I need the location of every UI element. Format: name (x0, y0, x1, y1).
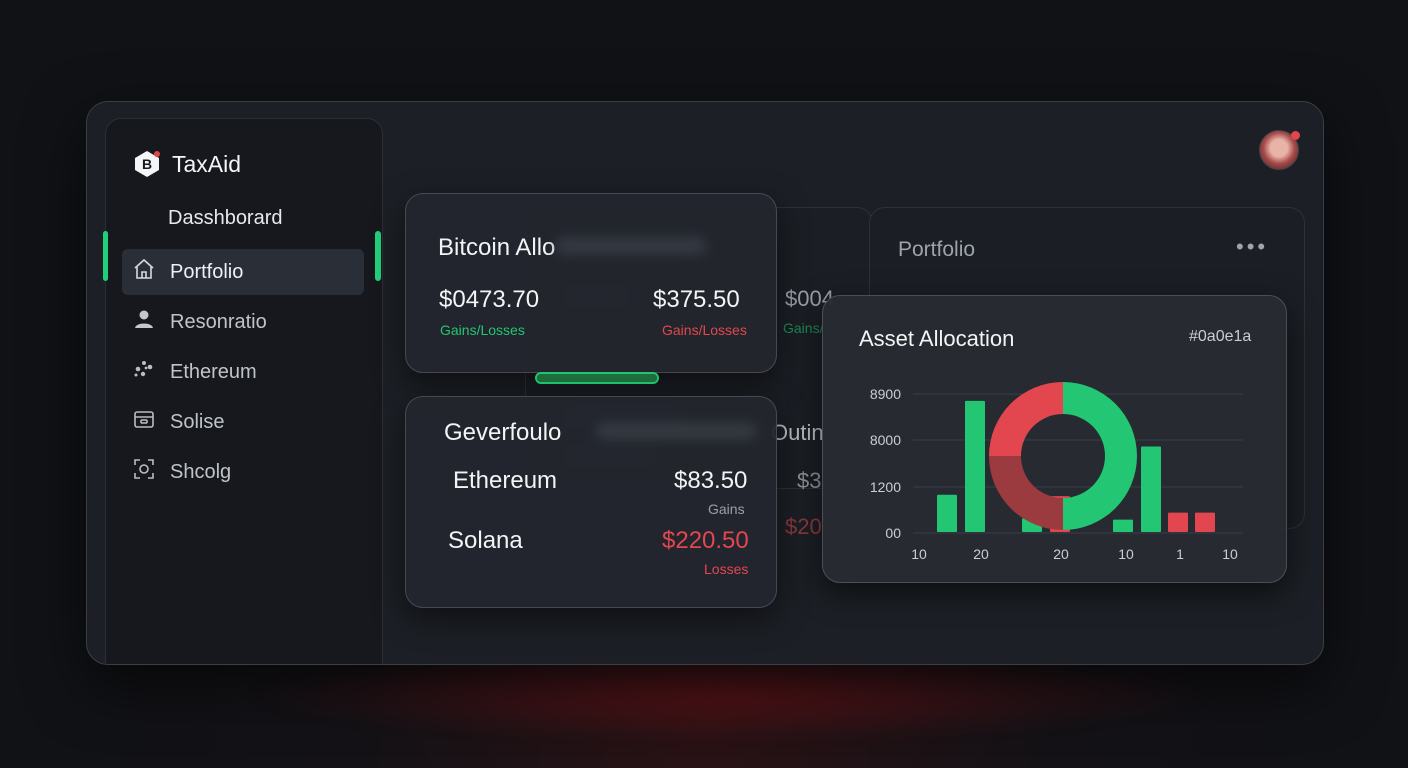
chart-hex-label: #0a0e1a (1189, 328, 1252, 345)
bar (1195, 512, 1215, 532)
y-tick-label: 8000 (870, 432, 901, 448)
gever-card-title: Geverfoulo (444, 419, 562, 446)
sidebar-item-portfolio[interactable]: Portfolio (122, 249, 364, 295)
bitcoin-logo-icon: B (132, 149, 162, 179)
asset-allocation-card[interactable]: Asset Allocation #0a0e1a 8900 8000 1200 00 1… (822, 295, 1287, 583)
bitcoin-value-left: $0473.70 (439, 286, 540, 313)
bitcoin-card-title: Bitcoin Allo (438, 234, 556, 261)
wallet-icon (132, 407, 156, 437)
ghost-peek-value: $3 (797, 468, 822, 493)
sidebar-item-label: Shcolg (170, 460, 232, 483)
bar (1168, 512, 1188, 532)
x-tick-label: 10 (911, 546, 927, 562)
ethereum-icon (132, 357, 156, 387)
bar (965, 400, 985, 532)
active-indicator-left (103, 231, 108, 281)
asset-allocation-chart: 8900 8000 1200 00 10 20 20 10 1 10 (870, 382, 1243, 562)
bitcoin-value-right: $375.50 (653, 286, 740, 313)
progress-bar (535, 372, 659, 384)
sidebar: B TaxAid Dasshborard Portfolio Resonrati… (105, 118, 383, 664)
app-name: TaxAid (172, 150, 242, 177)
bitcoin-label-left: Gains/Losses (440, 322, 525, 338)
asset-name: Solana (448, 527, 523, 554)
chart-title: Asset Allocation (859, 326, 1015, 351)
sidebar-item-ethereum[interactable]: Ethereum (122, 349, 364, 395)
bar (1141, 446, 1161, 532)
gever-card[interactable]: Geverfoulo Ethereum $83.50 Gains Solana … (405, 396, 777, 608)
donut-slice (989, 456, 1063, 530)
active-indicator-right (375, 231, 381, 281)
donut-slice (1063, 382, 1137, 530)
x-tick-label: 10 (1118, 546, 1134, 562)
bar (1113, 519, 1133, 532)
asset-status-label: Losses (704, 561, 749, 577)
ghost-label: Gains/L (783, 320, 832, 336)
scan-icon (132, 457, 156, 487)
app-window: B TaxAid Dasshborard Portfolio Resonrati… (86, 101, 1324, 665)
user-icon (132, 307, 156, 337)
x-tick-label: 20 (1053, 546, 1069, 562)
bar (937, 494, 957, 532)
bitcoin-label-right: Gains/Losses (662, 322, 747, 338)
x-tick-label: 1 (1176, 546, 1184, 562)
notification-dot (1291, 131, 1300, 140)
y-tick-label: 8900 (870, 386, 901, 402)
home-icon (132, 257, 156, 287)
bitcoin-card[interactable]: Bitcoin Allo $0473.70 Gains/Losses $375.… (405, 193, 777, 373)
svg-text:B: B (142, 156, 152, 172)
background-glow (240, 650, 1220, 740)
sidebar-title[interactable]: Dasshborard (168, 207, 283, 229)
asset-status-label: Gains (708, 501, 745, 517)
avatar[interactable] (1259, 130, 1300, 170)
sidebar-item-label: Ethereum (170, 360, 257, 383)
sidebar-item-label: Solise (170, 410, 225, 433)
x-tick-label: 20 (973, 546, 989, 562)
portfolio-panel-title: Portfolio (898, 238, 976, 261)
y-tick-label: 1200 (870, 479, 901, 495)
sidebar-item-label: Resonratio (170, 310, 267, 333)
sidebar-item-solise[interactable]: Solise (122, 399, 364, 445)
sidebar-item-shcolg[interactable]: Shcolg (122, 449, 364, 495)
progress-fill (537, 374, 657, 382)
donut-slice (989, 382, 1063, 456)
asset-value: $83.50 (674, 467, 748, 494)
ghost-peek-text: Outin (771, 420, 824, 445)
logo: B TaxAid (132, 149, 241, 179)
more-options-icon[interactable]: ••• (1236, 234, 1269, 259)
asset-value: $220.50 (662, 527, 749, 554)
sidebar-item-resonratio[interactable]: Resonratio (122, 299, 364, 345)
ghost-peek-value: $20 (785, 514, 822, 539)
sidebar-item-label: Portfolio (170, 260, 244, 283)
asset-name: Ethereum (453, 467, 558, 494)
y-tick-label: 00 (885, 525, 901, 541)
x-tick-label: 10 (1222, 546, 1238, 562)
